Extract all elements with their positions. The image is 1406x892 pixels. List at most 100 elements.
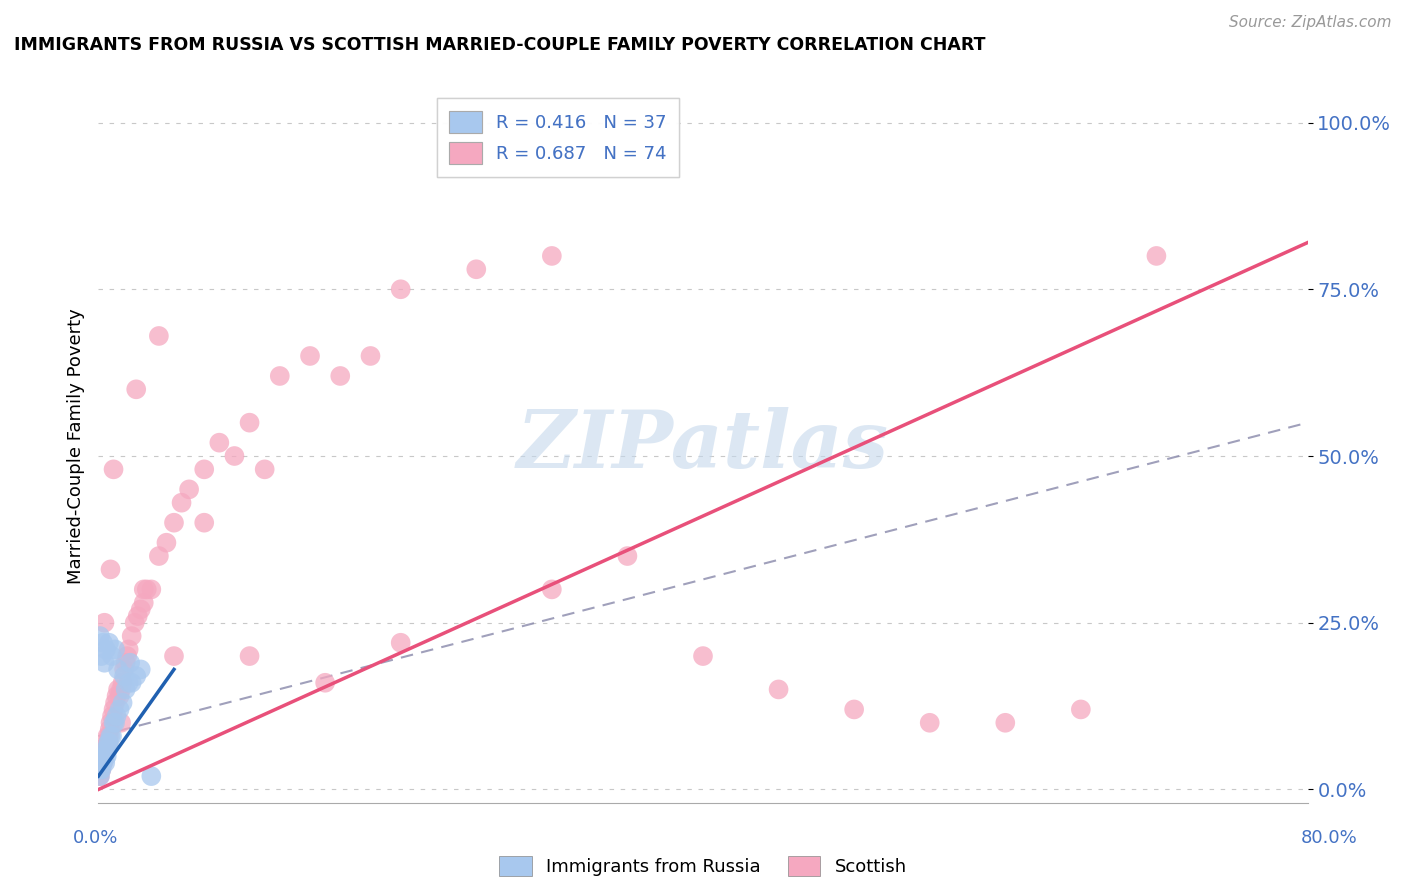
Point (89, 629, 111, 643)
Point (101, 709, 124, 723)
Point (91, 756, 114, 770)
Point (93, 749, 115, 764)
Y-axis label: Married-Couple Family Poverty: Married-Couple Family Poverty (66, 308, 84, 584)
Point (193, 462, 215, 476)
Point (100, 715, 122, 730)
Point (918, 715, 941, 730)
Text: ZIPatlas: ZIPatlas (517, 408, 889, 484)
Point (96, 742, 118, 756)
Point (114, 682, 136, 697)
Point (118, 642, 141, 657)
Point (125, 669, 148, 683)
Point (844, 702, 866, 716)
Text: 80.0%: 80.0% (1301, 829, 1357, 847)
Point (94, 642, 117, 657)
Point (93, 749, 115, 764)
Point (114, 656, 136, 670)
Point (104, 696, 127, 710)
Point (94, 742, 117, 756)
Point (96, 749, 118, 764)
Point (299, 349, 322, 363)
Point (110, 682, 132, 697)
Point (98, 636, 121, 650)
Point (112, 669, 135, 683)
Point (208, 435, 231, 450)
Point (1070, 702, 1092, 716)
Point (108, 689, 131, 703)
Point (129, 602, 152, 616)
Point (692, 649, 714, 664)
Point (105, 709, 128, 723)
Point (389, 282, 412, 296)
Point (616, 549, 638, 563)
Point (1146, 249, 1168, 263)
Point (994, 715, 1017, 730)
Point (90, 742, 112, 756)
Point (224, 449, 246, 463)
Point (91, 756, 114, 770)
Point (163, 516, 186, 530)
Point (104, 715, 127, 730)
Point (132, 582, 155, 597)
Point (89, 769, 111, 783)
Point (465, 262, 488, 277)
Point (360, 349, 382, 363)
Point (179, 483, 201, 497)
Point (127, 609, 149, 624)
Point (118, 675, 141, 690)
Point (132, 596, 155, 610)
Point (91, 756, 114, 770)
Point (540, 249, 562, 263)
Point (90, 763, 112, 777)
Point (93, 656, 115, 670)
Point (97, 736, 120, 750)
Point (90, 649, 112, 664)
Point (94, 742, 117, 756)
Point (193, 516, 215, 530)
Legend: R = 0.416   N = 37, R = 0.687   N = 74: R = 0.416 N = 37, R = 0.687 N = 74 (436, 98, 679, 177)
Point (90, 763, 112, 777)
Point (115, 649, 138, 664)
Point (120, 656, 142, 670)
Point (96, 742, 118, 756)
Point (105, 689, 128, 703)
Point (112, 662, 135, 676)
Point (98, 723, 121, 737)
Point (93, 615, 115, 630)
Point (121, 675, 143, 690)
Point (103, 715, 125, 730)
Point (98, 729, 121, 743)
Point (768, 682, 790, 697)
Point (111, 675, 134, 690)
Point (141, 582, 163, 597)
Point (129, 662, 152, 676)
Point (163, 649, 186, 664)
Point (91, 756, 114, 770)
Legend: Immigrants from Russia, Scottish: Immigrants from Russia, Scottish (492, 849, 914, 883)
Point (108, 702, 131, 716)
Point (124, 615, 146, 630)
Point (239, 649, 262, 664)
Point (98, 736, 121, 750)
Point (103, 462, 125, 476)
Point (94, 756, 117, 770)
Point (93, 749, 115, 764)
Point (269, 368, 291, 383)
Point (329, 368, 352, 383)
Point (107, 682, 129, 697)
Point (91, 636, 114, 650)
Point (148, 329, 170, 343)
Text: 0.0%: 0.0% (73, 829, 118, 847)
Point (96, 729, 118, 743)
Point (89, 769, 111, 783)
Point (148, 549, 170, 563)
Point (93, 749, 115, 764)
Point (107, 662, 129, 676)
Point (101, 649, 124, 664)
Point (90, 763, 112, 777)
Point (97, 736, 120, 750)
Point (170, 496, 193, 510)
Text: Source: ZipAtlas.com: Source: ZipAtlas.com (1229, 15, 1392, 29)
Point (155, 535, 177, 549)
Point (141, 769, 163, 783)
